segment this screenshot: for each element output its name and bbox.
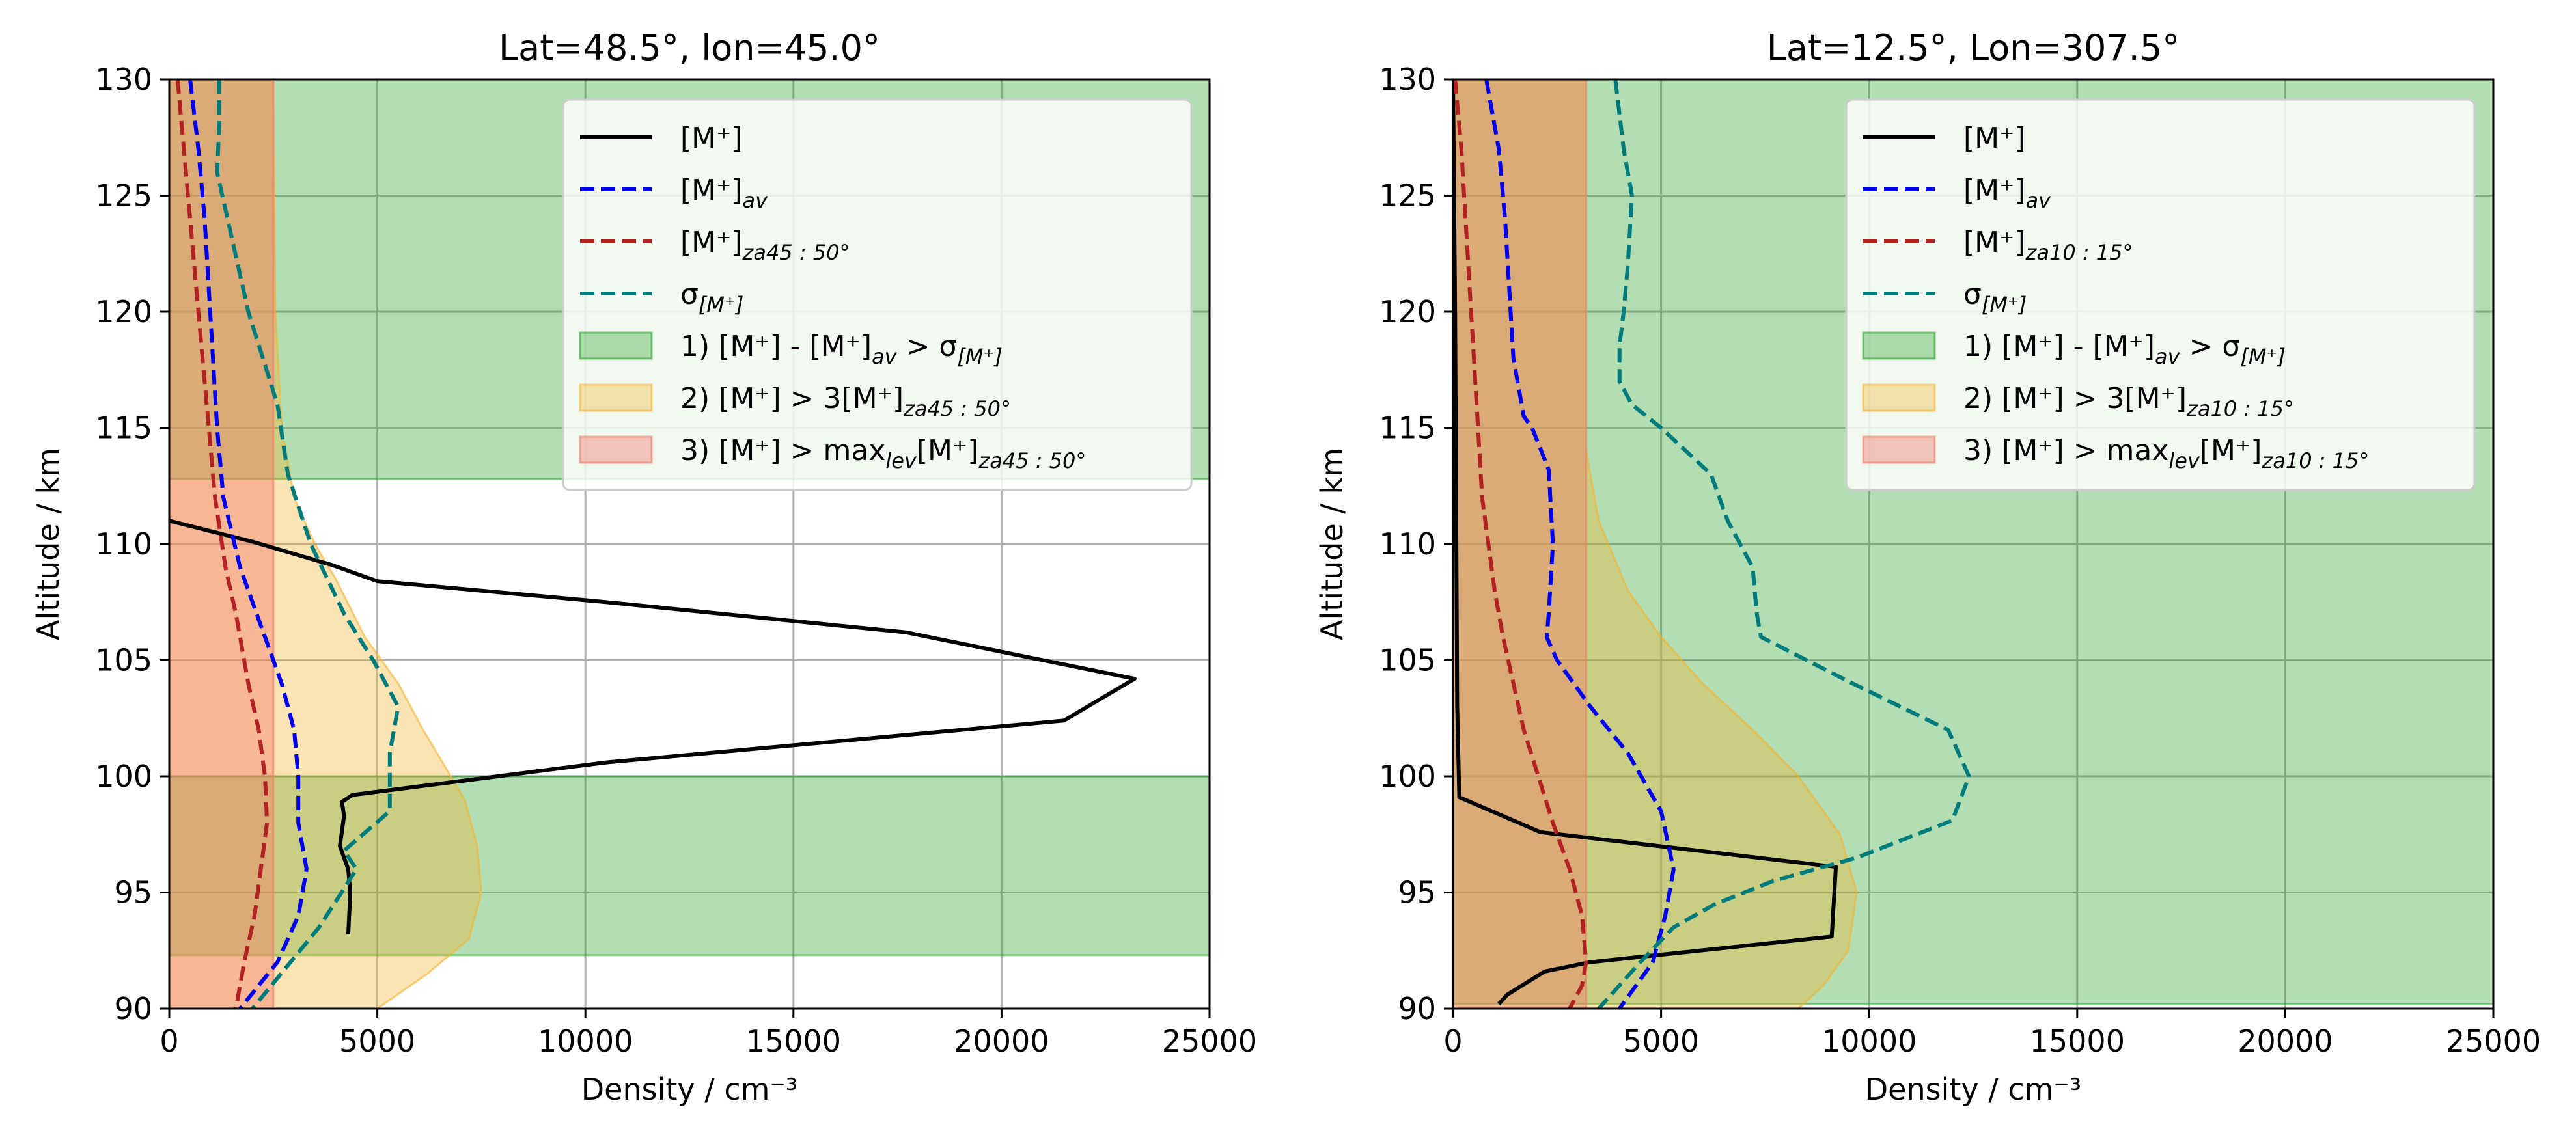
legend-label: [M⁺]av [680, 174, 768, 213]
legend-box [562, 98, 1193, 491]
x-tick-label: 10000 [1821, 1024, 1917, 1059]
series-line-mplus [169, 519, 1137, 934]
zone2-area [1453, 79, 1858, 1009]
legend-label: [M⁺] [1963, 122, 2026, 155]
x-tick-label: 20000 [954, 1024, 1049, 1059]
legend: [M⁺] [M⁺]av [M⁺]za10 : 15° σ[M⁺] 1) [M⁺] - [… [1845, 98, 2476, 491]
x-axis-label: Density / cm⁻³ [581, 1072, 797, 1107]
series-line-sigma [1597, 79, 1971, 1009]
legend-swatch-zone1 [1862, 331, 1936, 360]
x-tick-label: 0 [159, 1024, 178, 1059]
chart-panel-left: Lat=48.5°, lon=45.0° Density / cm⁻³ Alti… [31, 27, 1257, 1107]
legend-label: [M⁺]za45 : 50° [680, 226, 850, 265]
legend-label: 1) [M⁺] - [M⁺]av > σ[M⁺] [1963, 330, 2286, 369]
y-tick-label: 100 [1379, 759, 1436, 794]
series-line-mplus_av [1484, 79, 1676, 1009]
legend-label: [M⁺]av [1963, 174, 2051, 213]
legend-label: σ[M⁺] [1963, 278, 2027, 317]
x-tick-label: 10000 [538, 1024, 633, 1059]
y-tick-label: 125 [1379, 178, 1436, 213]
y-tick-label: 95 [114, 875, 152, 910]
series-line-mplus_za [175, 79, 270, 1009]
x-tick-label: 15000 [746, 1024, 841, 1059]
y-axis-label: Altitude / km [1314, 448, 1350, 640]
y-tick-label: 105 [1379, 643, 1436, 678]
x-tick-label: 5000 [339, 1024, 415, 1059]
series-line-mplus_za [1453, 79, 1588, 1009]
y-tick-label: 100 [95, 759, 152, 794]
y-tick-label: 90 [114, 991, 152, 1026]
y-tick-label: 120 [1379, 294, 1436, 329]
y-tick-label: 115 [1379, 411, 1436, 446]
legend-label: [M⁺] [680, 122, 743, 155]
x-tick-label: 15000 [2030, 1024, 2125, 1059]
y-tick-label: 105 [95, 643, 152, 678]
chart-title: Lat=48.5°, lon=45.0° [499, 27, 880, 68]
legend-label: 2) [M⁺] > 3[M⁺]za45 : 50° [680, 382, 1011, 421]
legend-swatch-zone2 [1862, 383, 1936, 412]
y-tick-label: 120 [95, 294, 152, 329]
legend-label: [M⁺]za10 : 15° [1963, 226, 2133, 265]
x-tick-label: 5000 [1623, 1024, 1699, 1059]
legend-swatch-zone2 [579, 383, 653, 412]
legend-swatch-zone1 [579, 331, 653, 360]
legend-label: 3) [M⁺] > maxlev[M⁺]za10 : 15° [1963, 434, 2369, 473]
y-tick-label: 110 [95, 526, 152, 562]
x-tick-label: 0 [1443, 1024, 1462, 1059]
y-axis-label: Altitude / km [31, 448, 66, 640]
series-line-sigma [215, 79, 400, 1009]
series-line-mplus [1453, 79, 1838, 1005]
legend-box [1845, 98, 2476, 491]
zone3-area [1453, 79, 1588, 1009]
legend-label: 2) [M⁺] > 3[M⁺]za10 : 15° [1963, 382, 2294, 421]
y-tick-label: 125 [95, 178, 152, 213]
y-tick-label: 110 [1379, 526, 1436, 562]
y-tick-label: 130 [95, 62, 152, 97]
y-tick-label: 95 [1398, 875, 1436, 910]
x-tick-label: 25000 [2446, 1024, 2541, 1059]
y-tick-label: 115 [95, 411, 152, 446]
legend-label: 3) [M⁺] > maxlev[M⁺]za45 : 50° [680, 434, 1086, 473]
legend-swatch-zone3 [1862, 435, 1936, 464]
x-axis-label: Density / cm⁻³ [1865, 1072, 2081, 1107]
x-tick-label: 25000 [1162, 1024, 1257, 1059]
legend-swatch-zone3 [579, 435, 653, 464]
legend-label: 1) [M⁺] - [M⁺]av > σ[M⁺] [680, 330, 1003, 369]
x-tick-label: 20000 [2237, 1024, 2333, 1059]
chart-panel-right: Lat=12.5°, Lon=307.5° Density / cm⁻³ Alt… [1314, 27, 2541, 1107]
legend-label: σ[M⁺] [680, 278, 743, 317]
y-tick-label: 130 [1379, 62, 1436, 97]
series-line-mplus_av [188, 79, 309, 1009]
chart-title: Lat=12.5°, Lon=307.5° [1767, 27, 2180, 68]
y-tick-label: 90 [1398, 991, 1436, 1026]
legend: [M⁺] [M⁺]av [M⁺]za45 : 50° σ[M⁺] 1) [M⁺] - [… [562, 98, 1193, 491]
